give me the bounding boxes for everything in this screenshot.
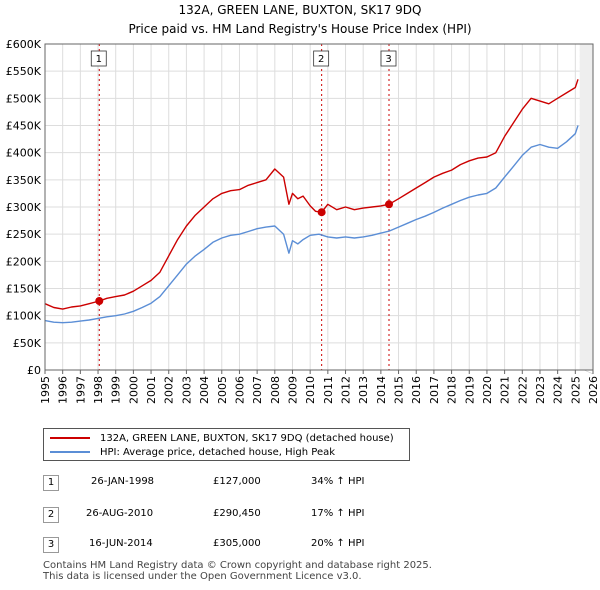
price-chart: 1 2 3 £0 £50K £100K £150K £200K £250K £300K £350K… [6, 38, 600, 404]
x-tick-label: 2015 [393, 376, 406, 404]
sale-marker-box [313, 50, 330, 67]
x-tick-label: 2023 [534, 376, 547, 404]
y-tick-label: £500K [6, 92, 42, 105]
x-tick-label: 2018 [446, 376, 459, 404]
y-tick-label: £550K [6, 65, 42, 78]
plot-border [44, 43, 594, 371]
y-tick-label: £600K [6, 38, 42, 51]
transaction-hpi-change: 20% ↑ HPI [311, 538, 365, 549]
legend-item-hpi: HPI: Average price, detached house, High… [50, 444, 335, 460]
x-tick-label: 2026 [587, 376, 600, 404]
transaction-price: £127,000 [213, 476, 261, 487]
x-tick-label: 1999 [110, 376, 123, 404]
x-tick-label: 2008 [269, 376, 282, 404]
y-tick-label: £400K [6, 147, 42, 160]
sale-markers: 1 2 3 [90, 50, 397, 67]
chart-title: 132A, GREEN LANE, BUXTON, SK17 9DQ Price… [0, 0, 600, 39]
x-tick-label: 2021 [499, 376, 512, 404]
y-tick-label: £100K [6, 310, 42, 323]
x-tick-label: 2025 [569, 376, 582, 404]
x-tick-label: 1998 [92, 376, 105, 404]
y-axis-ticks: £0 £50K £100K £150K £200K £250K £300K £350K £400… [6, 38, 42, 377]
x-tick-label: 2007 [251, 376, 264, 404]
y-tick-label: £250K [6, 228, 42, 241]
x-tick-label: 2003 [180, 376, 193, 404]
x-tick-label: 2014 [375, 376, 388, 404]
transaction-hpi-change: 17% ↑ HPI [311, 508, 365, 519]
transaction-row: 2 26-AUG-2010 £290,450 17% ↑ HPI [0, 505, 600, 525]
transaction-date: 26-AUG-2010 [86, 508, 154, 519]
y-tick-label: £350K [6, 174, 42, 187]
x-tick-label: 2022 [516, 376, 529, 404]
transaction-row: 1 26-JAN-1998 £127,000 34% ↑ HPI [0, 473, 600, 493]
sale-point [317, 208, 326, 217]
hpi-line [44, 125, 579, 324]
x-tick-label: 2002 [163, 376, 176, 404]
transaction-marker: 1 [43, 475, 59, 491]
transaction-row: 3 16-JUN-2014 £305,000 20% ↑ HPI [0, 535, 600, 555]
transaction-price: £305,000 [213, 538, 261, 549]
x-tick-label: 2012 [340, 376, 353, 404]
footer-licence: This data is licensed under the Open Gov… [43, 571, 362, 582]
x-tick-label: 2000 [127, 376, 140, 404]
x-axis-ticks: 1995 1996 1997 1998 1999 2000 2001 2002 2003 2004… [39, 370, 600, 404]
x-tick-label: 1995 [39, 376, 52, 404]
y-tick-label: £0 [27, 364, 41, 377]
y-tick-label: £150K [6, 283, 42, 296]
x-tick-label: 2010 [304, 376, 317, 404]
y-tick-label: £50K [13, 337, 42, 350]
future-shade [579, 44, 593, 370]
legend-label-hpi: HPI: Average price, detached house, High… [100, 446, 336, 458]
y-tick-label: £200K [6, 255, 42, 268]
sale-point [385, 200, 394, 209]
y-tick-label: £300K [6, 201, 42, 214]
x-tick-label: 2020 [481, 376, 494, 404]
x-tick-label: 1996 [57, 376, 70, 404]
x-tick-label: 2013 [357, 376, 370, 404]
transaction-date: 16-JUN-2014 [89, 538, 153, 549]
chart-title-line2: Price paid vs. HM Land Registry's House … [128, 22, 472, 36]
transaction-marker: 3 [43, 537, 59, 553]
sale-points [95, 200, 394, 305]
sale-marker-label: 3 [385, 54, 391, 65]
x-tick-label: 2009 [286, 376, 299, 404]
footer: Contains HM Land Registry data © Crown c… [43, 560, 432, 582]
legend: 132A, GREEN LANE, BUXTON, SK17 9DQ (deta… [43, 428, 410, 461]
x-tick-label: 2001 [145, 376, 158, 404]
x-tick-label: 1997 [74, 376, 87, 404]
property-price-line [44, 79, 579, 310]
sale-vertical-lines [98, 44, 390, 370]
legend-swatch-hpi [50, 451, 90, 453]
x-tick-label: 2011 [322, 376, 335, 404]
x-tick-label: 2019 [463, 376, 476, 404]
legend-label-property: 132A, GREEN LANE, BUXTON, SK17 9DQ (deta… [100, 432, 394, 444]
series-layer [44, 79, 579, 324]
grid-lines [44, 43, 594, 375]
legend-swatch-property [50, 437, 90, 439]
sale-point [95, 296, 104, 305]
transaction-hpi-change: 34% ↑ HPI [311, 476, 365, 487]
sale-marker-box [380, 50, 397, 67]
sale-marker-label: 2 [318, 54, 324, 65]
sale-marker-label: 1 [96, 54, 102, 65]
x-tick-label: 2005 [216, 376, 229, 404]
transaction-date: 26-JAN-1998 [91, 476, 155, 487]
y-tick-label: £450K [6, 120, 42, 133]
sale-marker-box [90, 50, 107, 67]
transaction-price: £290,450 [213, 508, 261, 519]
footer-copyright: Contains HM Land Registry data © Crown c… [43, 560, 432, 571]
x-tick-label: 2017 [428, 376, 441, 404]
x-tick-label: 2006 [233, 376, 246, 404]
x-tick-label: 2004 [198, 376, 211, 404]
x-tick-label: 2016 [410, 376, 423, 404]
x-tick-label: 2024 [552, 376, 565, 404]
chart-title-line1: 132A, GREEN LANE, BUXTON, SK17 9DQ [178, 3, 422, 17]
legend-item-property: 132A, GREEN LANE, BUXTON, SK17 9DQ (deta… [50, 430, 394, 446]
transaction-marker: 2 [43, 507, 59, 523]
